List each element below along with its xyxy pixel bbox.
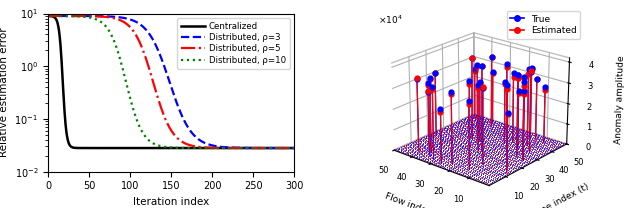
Y-axis label: Time index (t): Time index (t) <box>530 182 590 208</box>
Distributed, ρ=5 <box>213 147 221 149</box>
Centralized <box>214 147 221 149</box>
Legend: True, Estimated: True, Estimated <box>506 11 580 39</box>
Distributed, ρ=3 <box>213 145 221 148</box>
Distributed, ρ=10 <box>153 144 161 146</box>
Distributed, ρ=10 <box>69 15 77 17</box>
Line: Distributed, ρ=10: Distributed, ρ=10 <box>48 16 294 148</box>
Distributed, ρ=3 <box>291 147 298 149</box>
Line: Distributed, ρ=3: Distributed, ρ=3 <box>48 16 294 148</box>
Legend: Centralized, Distributed, ρ=3, Distributed, ρ=5, Distributed, ρ=10: Centralized, Distributed, ρ=3, Distribut… <box>177 18 290 69</box>
Centralized <box>291 147 298 149</box>
X-axis label: Iteration index: Iteration index <box>133 197 209 207</box>
Distributed, ρ=5 <box>153 92 161 95</box>
Centralized <box>44 15 52 17</box>
Text: $\times 10^4$: $\times 10^4$ <box>378 14 403 26</box>
Distributed, ρ=10 <box>144 138 152 140</box>
Line: Distributed, ρ=5: Distributed, ρ=5 <box>48 16 294 148</box>
Distributed, ρ=10 <box>291 147 298 149</box>
Distributed, ρ=5 <box>44 15 52 17</box>
Distributed, ρ=5 <box>291 147 298 149</box>
Y-axis label: Relative estimation error: Relative estimation error <box>0 28 9 157</box>
Centralized <box>237 147 244 149</box>
Distributed, ρ=3 <box>69 15 77 17</box>
Centralized <box>69 146 77 149</box>
Distributed, ρ=5 <box>69 15 77 17</box>
Distributed, ρ=5 <box>241 147 248 149</box>
Distributed, ρ=5 <box>144 62 152 65</box>
Distributed, ρ=3 <box>153 46 161 48</box>
Line: Centralized: Centralized <box>48 16 294 148</box>
Distributed, ρ=3 <box>241 147 248 149</box>
X-axis label: Flow index (f): Flow index (f) <box>383 192 444 208</box>
Centralized <box>241 147 249 149</box>
Distributed, ρ=5 <box>236 147 244 149</box>
Centralized <box>126 147 134 149</box>
Distributed, ρ=10 <box>213 147 221 149</box>
Distributed, ρ=3 <box>44 15 52 17</box>
Distributed, ρ=10 <box>44 15 52 17</box>
Centralized <box>153 147 161 149</box>
Distributed, ρ=3 <box>236 147 244 149</box>
Distributed, ρ=3 <box>144 30 152 33</box>
Centralized <box>144 147 152 149</box>
Distributed, ρ=10 <box>241 147 248 149</box>
Distributed, ρ=10 <box>236 147 244 149</box>
